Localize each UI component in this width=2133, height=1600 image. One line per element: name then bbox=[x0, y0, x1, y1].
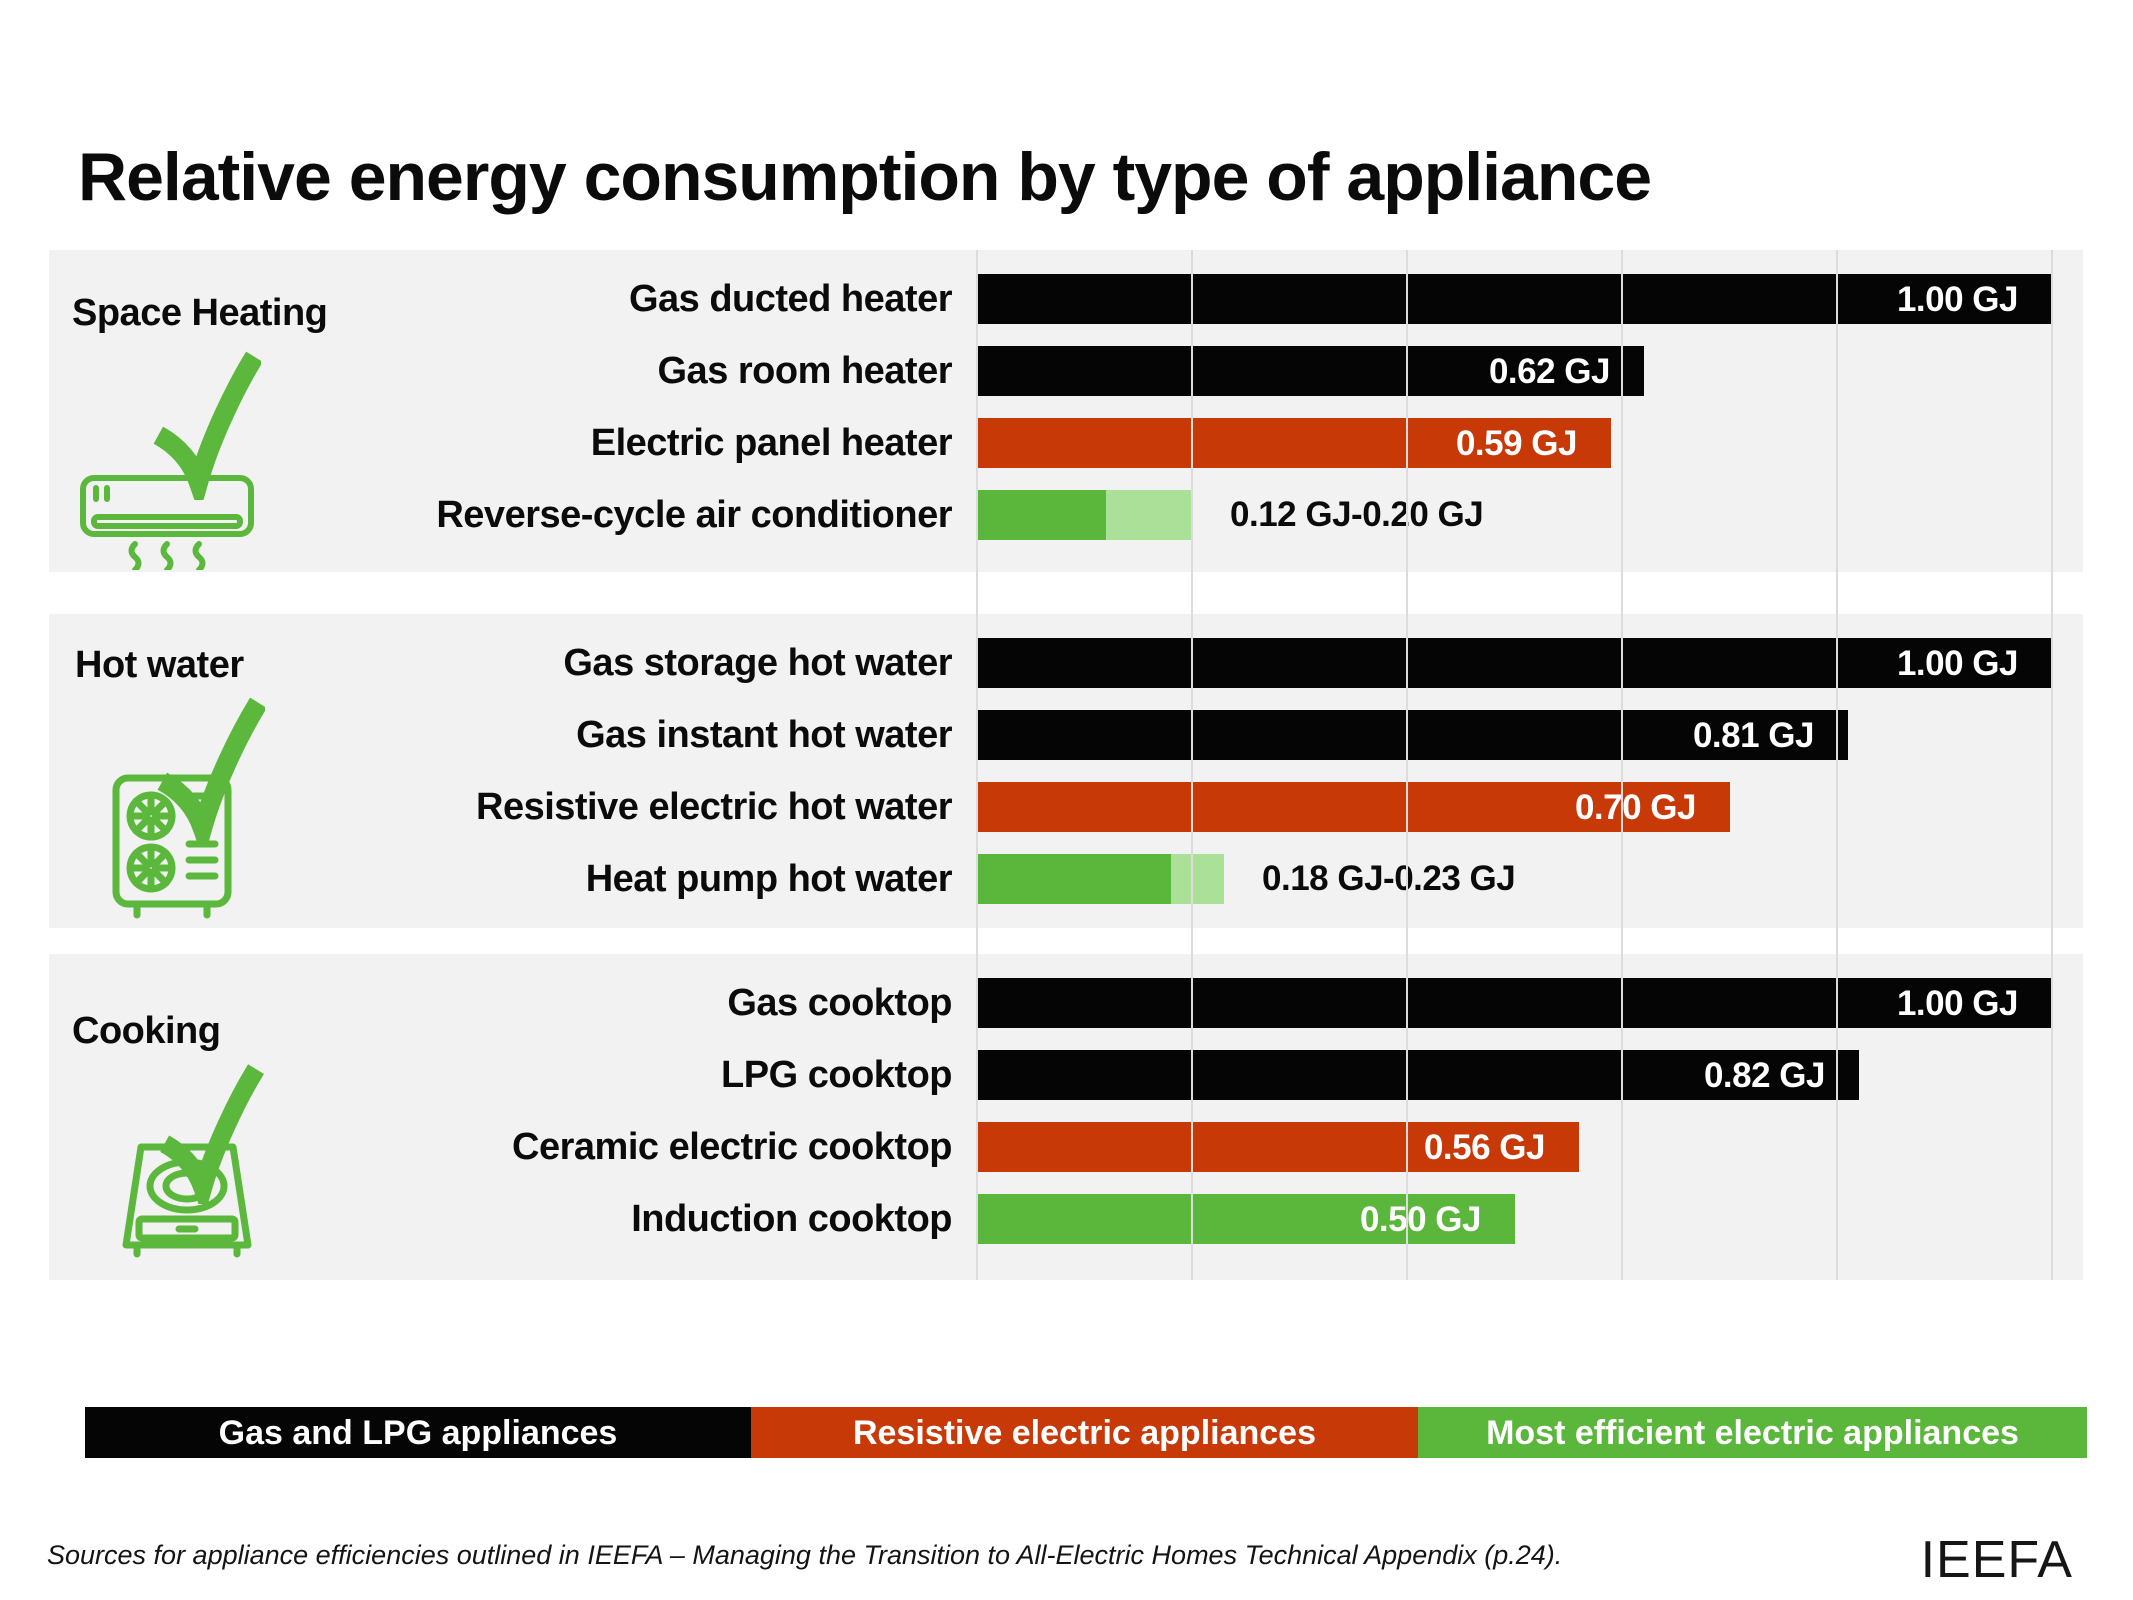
gridline-0.6 bbox=[1621, 250, 1623, 1280]
value-label: 1.00 GJ bbox=[1896, 280, 2019, 319]
bar-segment bbox=[977, 854, 1171, 904]
value-label: 1.00 GJ bbox=[1896, 984, 2019, 1023]
bar-segment bbox=[977, 274, 2052, 324]
bar-ceramic-electric-cooktop: 0.56 GJ bbox=[977, 1122, 1579, 1172]
value-label: 0.18 GJ-0.23 GJ bbox=[1262, 859, 1516, 898]
appliance-label: Gas instant hot water bbox=[576, 714, 952, 756]
category-heading: Cooking bbox=[72, 1010, 221, 1052]
bar-reverse-cycle-air-conditioner bbox=[977, 490, 1192, 540]
bar-heat-pump-hot-water bbox=[977, 854, 1224, 904]
bar-gas-room-heater: 0.62 GJ bbox=[977, 346, 1644, 396]
value-label: 1.00 GJ bbox=[1896, 644, 2019, 683]
appliance-label: Induction cooktop bbox=[631, 1198, 952, 1240]
bar-segment bbox=[977, 710, 1848, 760]
ieefa-logo: IEEFA bbox=[1920, 1531, 2073, 1589]
legend-item-most-efficient-electric-appliances: Most efficient electric appliances bbox=[1418, 1407, 2087, 1458]
appliance-label: Gas cooktop bbox=[727, 982, 952, 1024]
bar-segment bbox=[977, 1122, 1579, 1172]
bar-segment bbox=[977, 978, 2052, 1028]
category-heading: Space Heating bbox=[72, 292, 328, 334]
check-icon bbox=[153, 694, 265, 846]
bar-segment-range bbox=[1106, 490, 1192, 540]
appliance-label: LPG cooktop bbox=[721, 1054, 952, 1096]
bar-resistive-electric-hot-water: 0.70 GJ bbox=[977, 782, 1730, 832]
air-conditioner-icon bbox=[79, 474, 255, 570]
appliance-label: Gas storage hot water bbox=[563, 642, 952, 684]
section-panel-space-heating: Space Heating Gas ducted heater 1.00 GJ Ga… bbox=[49, 250, 2083, 572]
bar-segment bbox=[977, 346, 1644, 396]
appliance-label: Ceramic electric cooktop bbox=[512, 1126, 952, 1168]
bar-electric-panel-heater: 0.59 GJ bbox=[977, 418, 1611, 468]
gridline-0.8 bbox=[1836, 250, 1838, 1280]
value-label: 0.56 GJ bbox=[1423, 1128, 1546, 1167]
heat-pump-icon bbox=[111, 774, 245, 920]
bar-segment bbox=[977, 782, 1730, 832]
source-note: Sources for appliance efficiencies outli… bbox=[47, 1540, 1563, 1570]
appliance-label: Gas ducted heater bbox=[628, 278, 953, 320]
value-label: 0.70 GJ bbox=[1574, 788, 1697, 827]
gridline-1.0 bbox=[2051, 250, 2053, 1280]
appliance-label: Electric panel heater bbox=[590, 422, 953, 464]
bar-gas-storage-hot-water: 1.00 GJ bbox=[977, 638, 2052, 688]
bar-segment bbox=[977, 490, 1106, 540]
appliance-label: Gas room heater bbox=[657, 350, 953, 392]
bar-segment-range bbox=[1171, 854, 1224, 904]
category-heading: Hot water bbox=[75, 644, 244, 686]
value-label: 0.59 GJ bbox=[1455, 424, 1578, 463]
bar-induction-cooktop: 0.50 GJ bbox=[977, 1194, 1515, 1244]
value-label: 0.81 GJ bbox=[1692, 716, 1815, 755]
value-label: 0.50 GJ bbox=[1359, 1200, 1482, 1239]
legend-item-gas-and-lpg-appliances: Gas and LPG appliances bbox=[85, 1407, 751, 1458]
bar-gas-cooktop: 1.00 GJ bbox=[977, 978, 2052, 1028]
induction-cooktop-icon bbox=[105, 1142, 269, 1276]
section-panel-cooking: Cooking Gas cooktop 1.00 GJ LPG cooktop 0.8… bbox=[49, 954, 2083, 1280]
gridline-0.0 bbox=[976, 250, 978, 1280]
chart-title: Relative energy consumption by type of a… bbox=[78, 138, 1652, 215]
bar-segment bbox=[977, 1050, 1859, 1100]
bar-lpg-cooktop: 0.82 GJ bbox=[977, 1050, 1859, 1100]
bar-gas-instant-hot-water: 0.81 GJ bbox=[977, 710, 1848, 760]
appliance-label: Reverse-cycle air conditioner bbox=[436, 494, 952, 536]
bar-segment bbox=[977, 1194, 1515, 1244]
gridline-0.4 bbox=[1406, 250, 1408, 1280]
appliance-label: Heat pump hot water bbox=[585, 858, 953, 900]
value-label: 0.82 GJ bbox=[1703, 1056, 1826, 1095]
value-label: 0.62 GJ bbox=[1488, 352, 1611, 391]
bar-segment bbox=[977, 638, 2052, 688]
appliance-label: Resistive electric hot water bbox=[476, 786, 953, 828]
gridline-0.2 bbox=[1191, 250, 1193, 1280]
section-panel-hot-water: Hot water Gas storage hot water 1.00 GJ Ga… bbox=[49, 614, 2083, 928]
legend-item-resistive-electric-appliances: Resistive electric appliances bbox=[751, 1407, 1418, 1458]
bar-segment bbox=[977, 418, 1611, 468]
value-label: 0.12 GJ-0.20 GJ bbox=[1230, 495, 1484, 534]
bar-gas-ducted-heater: 1.00 GJ bbox=[977, 274, 2052, 324]
